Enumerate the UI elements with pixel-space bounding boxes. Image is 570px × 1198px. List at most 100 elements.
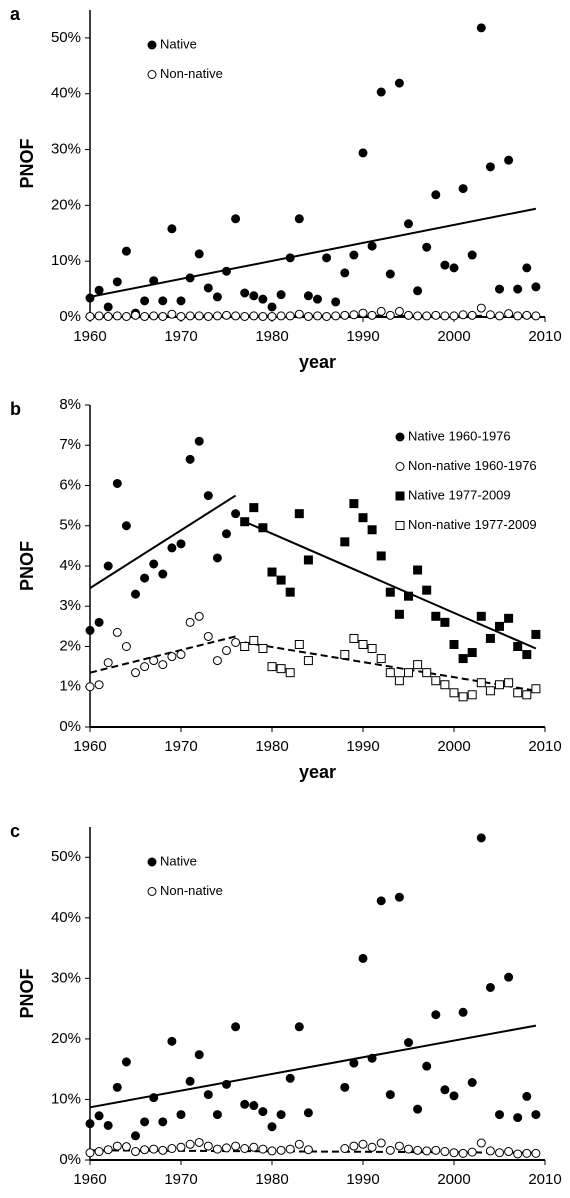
data-point xyxy=(404,219,413,229)
data-point xyxy=(203,1090,213,1100)
data-point xyxy=(458,1148,468,1158)
y-tick-label: 0% xyxy=(59,718,81,735)
data-point xyxy=(413,1145,423,1155)
data-point xyxy=(404,1144,413,1154)
data-point xyxy=(85,682,95,692)
data-point xyxy=(340,268,350,278)
data-point xyxy=(522,310,532,320)
data-point xyxy=(158,311,168,321)
data-point xyxy=(285,1073,295,1083)
legend-label: Non-native 1960-1976 xyxy=(408,458,537,473)
data-point xyxy=(431,1145,441,1155)
data-point xyxy=(285,668,295,678)
data-point xyxy=(231,1141,241,1151)
data-point xyxy=(249,1101,259,1111)
data-point xyxy=(203,1141,213,1151)
x-tick-label: 1980 xyxy=(255,738,288,755)
panel-label: c xyxy=(10,821,20,841)
y-tick-label: 20% xyxy=(51,196,81,213)
data-point xyxy=(94,1147,104,1157)
data-point xyxy=(203,283,213,293)
data-point xyxy=(258,1144,268,1154)
data-point xyxy=(267,567,277,577)
data-point xyxy=(158,1117,168,1127)
data-point xyxy=(303,656,313,666)
data-point xyxy=(121,521,131,531)
trend-line xyxy=(89,1149,536,1154)
data-point xyxy=(531,1110,541,1120)
data-point xyxy=(349,499,359,509)
data-point xyxy=(358,308,368,318)
data-point xyxy=(258,1107,268,1117)
x-axis-label: year xyxy=(299,352,336,372)
data-point xyxy=(212,1144,222,1154)
x-tick-label: 1960 xyxy=(73,1171,106,1188)
data-point xyxy=(294,309,304,319)
data-point xyxy=(103,561,113,571)
data-point xyxy=(513,284,523,294)
data-point xyxy=(367,525,377,535)
panel-label: a xyxy=(10,4,21,24)
data-point xyxy=(440,1147,450,1157)
data-point xyxy=(349,310,359,320)
data-point xyxy=(294,509,304,519)
data-point xyxy=(513,688,523,698)
data-point xyxy=(249,291,259,301)
trend-line xyxy=(89,1024,537,1109)
data-point xyxy=(458,1007,468,1017)
y-tick-label: 40% xyxy=(51,909,81,926)
data-point xyxy=(394,78,404,88)
data-point xyxy=(485,633,495,643)
legend-marker xyxy=(395,491,405,501)
x-axis-label: year xyxy=(299,762,336,782)
data-point xyxy=(531,282,541,292)
data-point xyxy=(131,1131,140,1141)
data-point xyxy=(340,310,350,320)
data-point xyxy=(103,302,113,312)
data-point xyxy=(176,1110,186,1120)
data-point xyxy=(203,491,213,501)
data-point xyxy=(331,297,341,307)
data-point xyxy=(385,668,395,678)
data-point xyxy=(476,678,486,688)
data-point xyxy=(367,1142,377,1152)
y-axis-label: PNOF xyxy=(17,541,37,591)
data-point xyxy=(513,642,523,651)
y-tick-label: 7% xyxy=(59,436,81,453)
data-point xyxy=(467,1078,477,1088)
data-point xyxy=(94,311,104,321)
data-point xyxy=(522,650,532,660)
data-point xyxy=(240,517,250,527)
data-point xyxy=(394,892,404,902)
data-point xyxy=(112,311,122,321)
data-point xyxy=(485,686,495,696)
data-point xyxy=(376,1138,386,1148)
data-point xyxy=(140,296,150,306)
data-point xyxy=(285,311,295,321)
data-point xyxy=(385,269,395,279)
data-point xyxy=(131,310,140,320)
data-point xyxy=(340,1143,350,1153)
data-point xyxy=(194,611,204,621)
data-point xyxy=(413,565,423,575)
data-point xyxy=(185,617,195,627)
data-point xyxy=(522,1148,532,1158)
data-point xyxy=(222,310,231,320)
data-point xyxy=(394,609,404,619)
data-point xyxy=(504,155,514,165)
data-point xyxy=(440,680,450,690)
data-point xyxy=(376,551,386,561)
data-point xyxy=(258,311,268,321)
y-tick-label: 2% xyxy=(59,637,81,654)
data-point xyxy=(303,1108,313,1118)
data-point xyxy=(322,311,332,321)
data-point xyxy=(249,1142,259,1152)
data-point xyxy=(222,529,231,539)
data-point xyxy=(376,306,386,316)
data-point xyxy=(158,296,168,306)
data-point xyxy=(121,311,131,321)
data-point xyxy=(404,591,413,601)
data-point xyxy=(203,311,213,321)
data-point xyxy=(185,273,195,283)
